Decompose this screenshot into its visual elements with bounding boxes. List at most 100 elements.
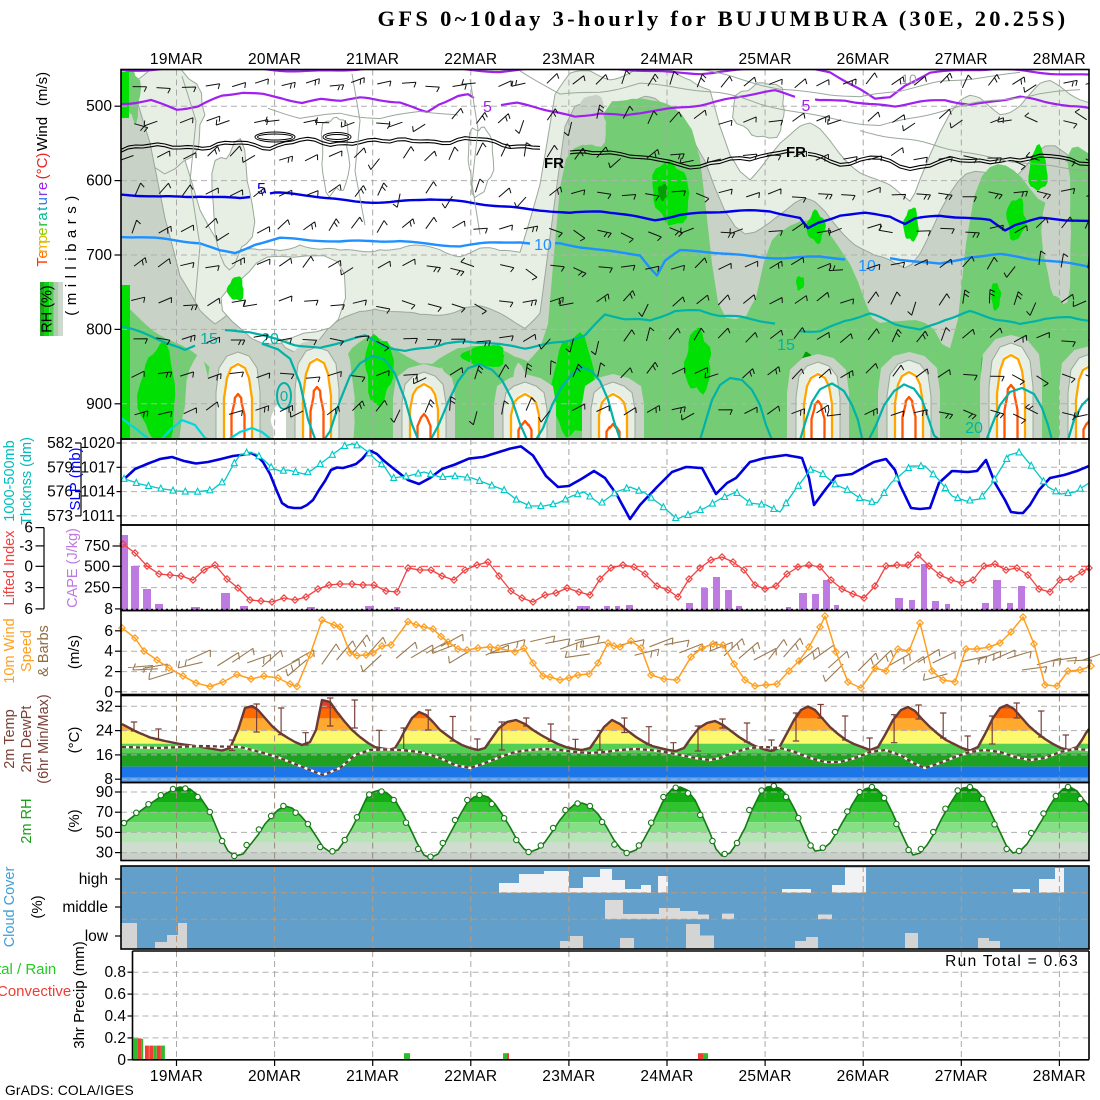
svg-text:T: T <box>34 257 51 266</box>
svg-text:23MAR: 23MAR <box>542 51 595 68</box>
svg-text:10: 10 <box>534 237 552 254</box>
svg-text:1000-500mb: 1000-500mb <box>2 440 18 521</box>
svg-text:(°C): (°C) <box>66 727 83 754</box>
svg-text:(%): (%) <box>29 895 46 918</box>
svg-text:0: 0 <box>280 388 288 405</box>
svg-text:90: 90 <box>96 784 114 801</box>
svg-text:26MAR: 26MAR <box>837 1068 890 1085</box>
svg-text:21MAR: 21MAR <box>346 1068 399 1085</box>
svg-text:700: 700 <box>86 247 112 264</box>
svg-text:19MAR: 19MAR <box>150 51 203 68</box>
svg-text:SLP (mb): SLP (mb) <box>67 447 84 510</box>
svg-text:Thcknss (dm): Thcknss (dm) <box>19 437 35 525</box>
svg-text:24MAR: 24MAR <box>640 51 693 68</box>
svg-text:15: 15 <box>200 331 218 348</box>
svg-text:tal / Rain: tal / Rain <box>0 961 56 978</box>
svg-text:3: 3 <box>24 580 33 597</box>
svg-text:& Barbs: & Barbs <box>36 625 52 677</box>
svg-text:22MAR: 22MAR <box>444 1068 497 1085</box>
svg-text:a: a <box>34 212 51 221</box>
svg-text:(%): (%) <box>66 809 83 832</box>
svg-text:1014: 1014 <box>81 484 116 501</box>
svg-text:8: 8 <box>104 601 113 618</box>
svg-text:30: 30 <box>96 845 114 862</box>
svg-text:GrADS: COLA/IGES: GrADS: COLA/IGES <box>5 1083 134 1098</box>
svg-text:10: 10 <box>901 71 917 87</box>
svg-text:t: t <box>34 206 51 211</box>
svg-text:e: e <box>34 182 51 190</box>
svg-text:20MAR: 20MAR <box>248 51 301 68</box>
svg-text:5: 5 <box>483 99 492 116</box>
svg-text:573: 573 <box>47 508 73 525</box>
svg-text:0.6: 0.6 <box>104 986 126 1003</box>
svg-text:15: 15 <box>777 337 795 354</box>
svg-text:20MAR: 20MAR <box>248 1068 301 1085</box>
svg-text:27MAR: 27MAR <box>935 51 988 68</box>
svg-text:26MAR: 26MAR <box>837 51 890 68</box>
svg-text:10: 10 <box>858 258 876 275</box>
svg-text:800: 800 <box>86 321 112 338</box>
svg-text:21MAR: 21MAR <box>346 51 399 68</box>
svg-text:20: 20 <box>965 420 983 437</box>
svg-text:e: e <box>34 250 51 258</box>
svg-text:16: 16 <box>96 747 113 764</box>
svg-text:6: 6 <box>104 623 113 640</box>
svg-text:Wind: Wind <box>34 117 51 151</box>
svg-text:5: 5 <box>257 181 266 198</box>
svg-text:23MAR: 23MAR <box>542 1068 595 1085</box>
svg-text:10m Wind: 10m Wind <box>2 618 18 683</box>
svg-text:0.2: 0.2 <box>104 1030 126 1047</box>
svg-text:(m/s): (m/s) <box>34 72 51 106</box>
svg-text:600: 600 <box>86 173 112 190</box>
svg-text:5: 5 <box>802 98 811 115</box>
svg-text:1020: 1020 <box>81 435 116 452</box>
svg-text:900: 900 <box>86 396 112 413</box>
svg-text:0: 0 <box>117 1052 126 1069</box>
svg-text:500: 500 <box>84 558 110 575</box>
svg-text:24: 24 <box>96 723 114 740</box>
svg-text:1017: 1017 <box>81 459 115 476</box>
svg-text:20: 20 <box>261 331 279 348</box>
svg-text:32: 32 <box>96 698 113 715</box>
svg-text:u: u <box>34 197 51 205</box>
svg-text:Lifted Index: Lifted Index <box>2 530 18 606</box>
svg-text:high: high <box>79 871 108 888</box>
svg-text:19MAR: 19MAR <box>150 1068 203 1085</box>
svg-text:FR: FR <box>544 155 564 172</box>
svg-text:GFS 0~10day 3-hourly for BUJUM: GFS 0~10day 3-hourly for BUJUMBURA (30E,… <box>378 6 1069 31</box>
svg-text:250: 250 <box>84 580 110 597</box>
svg-text:(6hr Min/Max): (6hr Min/Max) <box>36 694 52 783</box>
svg-text:p: p <box>34 235 51 243</box>
svg-text:27MAR: 27MAR <box>935 1068 988 1085</box>
svg-text:582: 582 <box>47 435 73 452</box>
svg-text:2: 2 <box>104 664 113 681</box>
svg-text:8: 8 <box>104 771 113 788</box>
svg-text:6: 6 <box>24 520 33 537</box>
svg-text:middle: middle <box>62 899 108 916</box>
svg-text:70: 70 <box>96 804 114 821</box>
svg-text:0: 0 <box>24 558 33 575</box>
svg-text:2m RH: 2m RH <box>19 798 35 843</box>
svg-text:low: low <box>85 928 109 945</box>
svg-text:28MAR: 28MAR <box>1033 51 1086 68</box>
svg-text:25MAR: 25MAR <box>739 1068 792 1085</box>
svg-text:Convective: Convective <box>0 983 71 1000</box>
svg-text:RH (%): RH (%) <box>40 285 56 333</box>
svg-text:0: 0 <box>104 684 113 701</box>
svg-text:1011: 1011 <box>82 508 115 525</box>
svg-text:Speed: Speed <box>19 630 35 672</box>
svg-text:3hr Precip (mm): 3hr Precip (mm) <box>71 941 88 1049</box>
svg-text:576: 576 <box>47 484 73 501</box>
svg-text:579: 579 <box>47 459 73 476</box>
svg-text:CAPE (J/kg): CAPE (J/kg) <box>65 528 81 608</box>
svg-text:Run Total = 0.63: Run Total = 0.63 <box>945 953 1079 970</box>
svg-text:Cloud Cover: Cloud Cover <box>2 867 18 948</box>
svg-text:(millibars): (millibars) <box>63 190 80 316</box>
svg-text:750: 750 <box>84 538 110 555</box>
svg-text:FR: FR <box>786 144 806 161</box>
svg-text:m: m <box>34 241 51 254</box>
svg-text:0.8: 0.8 <box>104 964 126 981</box>
svg-text:6: 6 <box>24 601 33 618</box>
svg-text:2m Temp: 2m Temp <box>2 709 18 768</box>
svg-text:4: 4 <box>104 643 113 660</box>
